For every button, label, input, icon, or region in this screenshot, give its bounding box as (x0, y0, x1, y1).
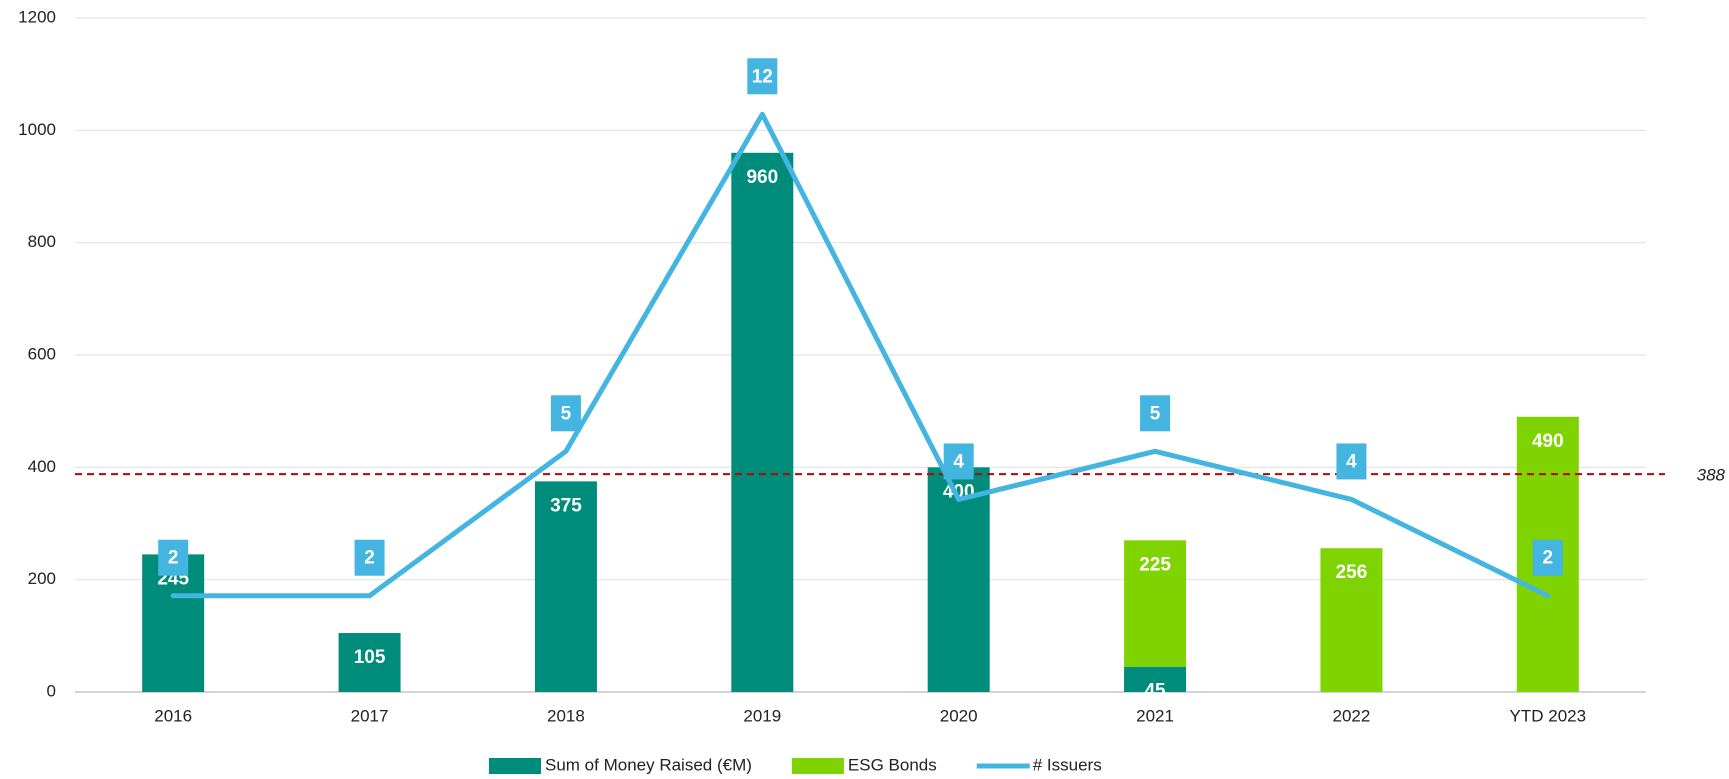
bar-value-label: 105 (354, 647, 386, 668)
line-value-label: 4 (1346, 451, 1357, 472)
bar (1124, 666, 1187, 692)
y-tick-label: 600 (28, 344, 56, 363)
x-tick-label: 2020 (940, 706, 978, 725)
line (170, 111, 1551, 599)
bar (731, 152, 794, 693)
bar (1320, 548, 1383, 692)
legend-label: Sum of Money Raised (€M) (545, 755, 752, 774)
line-value-label: 2 (1543, 548, 1554, 569)
line-value-label: 5 (561, 403, 572, 424)
line-value-label: 4 (953, 451, 964, 472)
bar-value-label: 256 (1336, 562, 1368, 583)
legend-swatch (489, 758, 541, 774)
reference-label: 388 (1697, 466, 1726, 485)
label-box (1140, 395, 1171, 432)
y-tick-label: 0 (47, 681, 56, 700)
bar-value-label: 960 (746, 167, 778, 188)
line-value-label: 2 (364, 548, 375, 569)
x-tick-label: 2018 (547, 706, 585, 725)
bar-value-label: 225 (1139, 554, 1171, 575)
label-box (747, 58, 778, 95)
bar (338, 633, 401, 692)
bar (142, 554, 205, 692)
bar-value-label: 375 (550, 495, 582, 516)
line-value-label: 12 (752, 66, 773, 87)
x-tick-label: 2017 (351, 706, 389, 725)
y-tick-label: 1000 (18, 120, 56, 139)
y-tick-label: 200 (28, 569, 56, 588)
legend-label: ESG Bonds (848, 755, 937, 774)
legend-swatch (791, 758, 844, 774)
bar-value-label: 490 (1532, 431, 1564, 452)
y-tick-label: 1200 (18, 7, 56, 26)
x-tick-label: 2021 (1136, 706, 1174, 725)
x-tick-label: 2019 (743, 706, 781, 725)
y-tick-label: 400 (28, 457, 56, 476)
label-box (1532, 539, 1563, 576)
x-tick-label: 2022 (1333, 706, 1371, 725)
line-value-label: 2 (168, 548, 179, 569)
bar-value-label: 45 (1144, 681, 1166, 702)
label-box (158, 539, 189, 576)
label-box (943, 443, 974, 480)
label-box (550, 395, 581, 432)
label-box (354, 539, 385, 576)
bar (1124, 540, 1187, 667)
line-value-label: 5 (1150, 403, 1161, 424)
bar (534, 481, 597, 692)
x-tick-label: 2016 (154, 706, 192, 725)
label-box (1336, 443, 1367, 480)
legend-label: # Issuers (1033, 755, 1102, 774)
x-tick-label: YTD 2023 (1510, 706, 1587, 725)
y-tick-label: 800 (28, 232, 56, 251)
bar (927, 467, 990, 692)
